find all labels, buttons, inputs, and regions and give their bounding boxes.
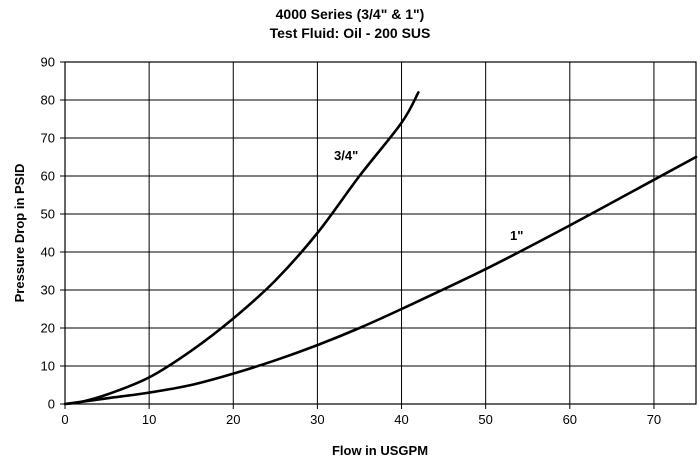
y-tick-label: 40 xyxy=(41,245,55,260)
x-axis-ticks: 0 10 20 30 40 50 60 70 xyxy=(61,404,661,427)
x-tick-label: 60 xyxy=(563,412,577,427)
y-tick-label: 10 xyxy=(41,359,55,374)
series-label-1-inch: 1" xyxy=(510,228,523,243)
series-label-3-4-inch: 3/4" xyxy=(334,148,358,163)
y-axis-title: Pressure Drop in PSID xyxy=(12,164,27,303)
plot-area-frame xyxy=(64,61,697,405)
y-tick-label: 0 xyxy=(48,397,55,412)
x-tick-label: 0 xyxy=(61,412,68,427)
y-tick-label: 20 xyxy=(41,321,55,336)
chart-subtitle: Test Fluid: Oil - 200 SUS xyxy=(270,25,431,41)
y-tick-label: 90 xyxy=(41,55,55,70)
grid-lines xyxy=(64,61,696,405)
series-lines xyxy=(63,91,698,406)
y-tick-label: 70 xyxy=(41,131,55,146)
x-tick-label: 70 xyxy=(647,412,661,427)
x-tick-label: 50 xyxy=(478,412,492,427)
y-tick-label: 60 xyxy=(41,169,55,184)
x-tick-label: 40 xyxy=(394,412,408,427)
x-tick-label: 10 xyxy=(142,412,156,427)
x-tick-label: 30 xyxy=(310,412,324,427)
series-line-1-inch xyxy=(63,155,698,406)
y-axis-ticks: 0 10 20 30 40 50 60 70 80 90 xyxy=(41,55,65,412)
x-tick-label: 20 xyxy=(226,412,240,427)
y-tick-label: 50 xyxy=(41,207,55,222)
x-axis-title: Flow in USGPM xyxy=(332,443,428,458)
y-tick-label: 30 xyxy=(41,283,55,298)
y-tick-label: 80 xyxy=(41,93,55,108)
series-line-3-4-inch xyxy=(63,91,420,406)
chart-title: 4000 Series (3/4" & 1") xyxy=(276,6,425,22)
